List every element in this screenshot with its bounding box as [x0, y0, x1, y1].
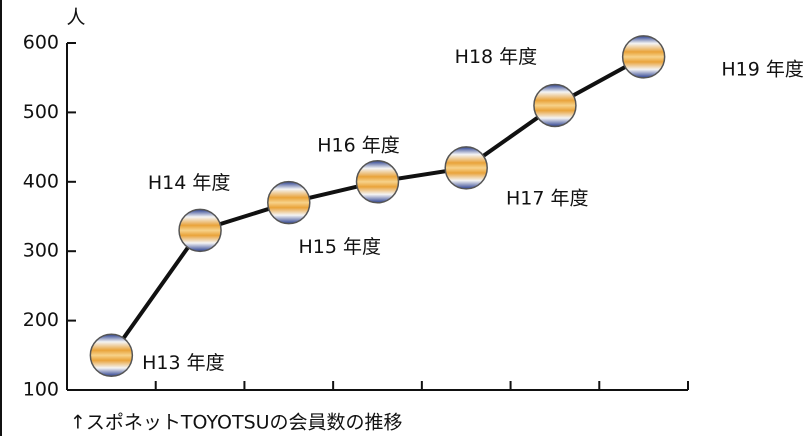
point-label: H19 年度 — [721, 58, 804, 80]
y-tick-label: 200 — [23, 309, 59, 331]
point-label: H14 年度 — [148, 172, 231, 194]
point-label: H17 年度 — [506, 187, 589, 209]
ball-marker — [267, 180, 311, 225]
y-tick-label: 400 — [23, 170, 59, 192]
y-tick-label: 600 — [23, 32, 59, 54]
ball-marker — [178, 208, 222, 253]
point-label: H18 年度 — [455, 46, 538, 68]
caption: ↑スポネットTOYOTSUの会員数の推移 — [70, 412, 403, 434]
ball-marker — [444, 146, 488, 190]
y-tick-label: 100 — [23, 379, 59, 401]
y-tick-label: 500 — [23, 101, 59, 123]
y-unit: 人 — [66, 7, 85, 29]
point-label: H15 年度 — [299, 236, 382, 258]
ball-marker — [89, 333, 134, 378]
point-label: H16 年度 — [317, 134, 400, 156]
ball-marker — [533, 83, 577, 128]
ball-marker — [621, 35, 666, 79]
point-label: H13 年度 — [142, 352, 225, 374]
ball-marker — [355, 160, 400, 204]
y-tick-label: 300 — [23, 240, 59, 262]
